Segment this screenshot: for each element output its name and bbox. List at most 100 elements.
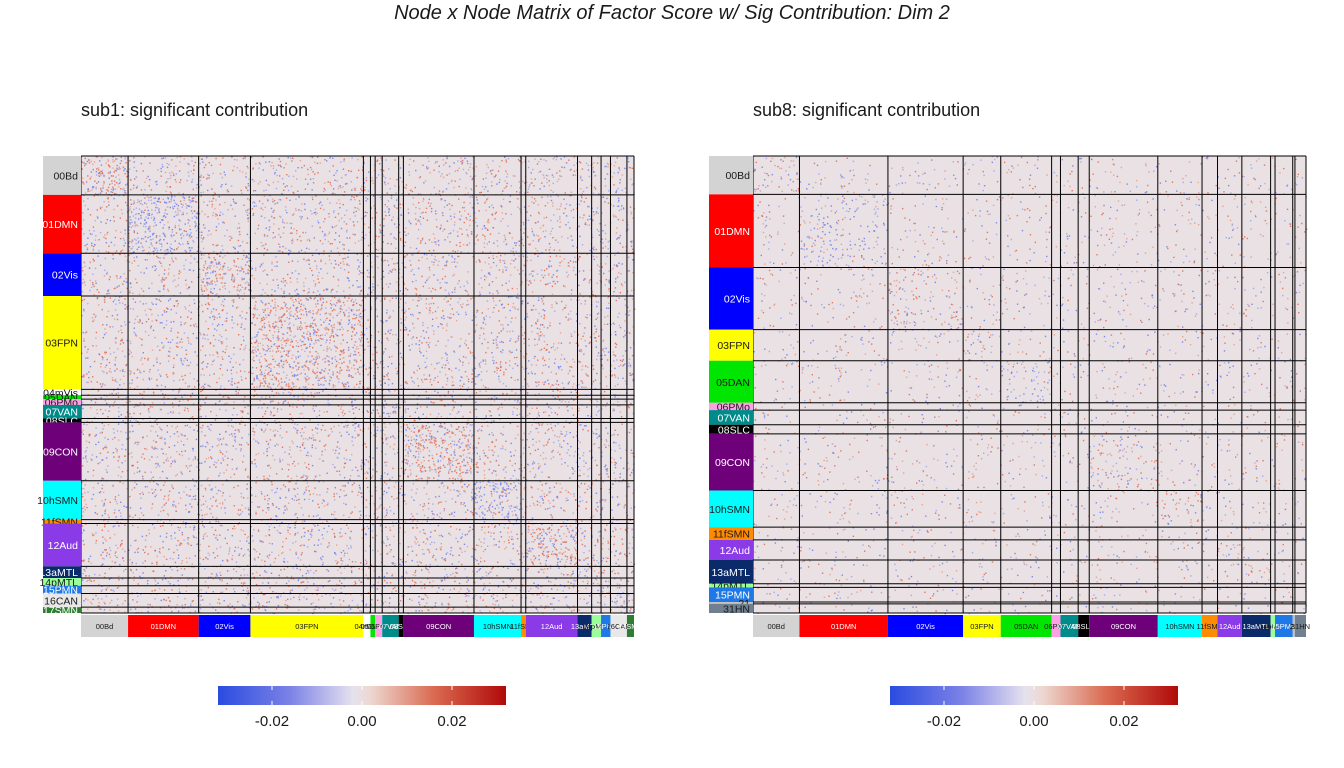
column-community-label: 12Aud — [1219, 622, 1241, 631]
column-community-band — [398, 615, 404, 637]
column-community-label: 03FPN — [970, 622, 993, 631]
column-community-label: 14pMTL — [583, 622, 611, 631]
column-community-band — [1060, 615, 1079, 637]
row-community-label: 17SMN — [43, 605, 78, 617]
column-community-label: 03FPN — [295, 622, 318, 631]
row-community-label: 03FPN — [45, 338, 78, 350]
row-community-label: 10hSMN — [709, 504, 750, 516]
column-community-band — [601, 615, 611, 637]
row-community-band — [43, 519, 81, 524]
column-community-label: 02Vis — [916, 622, 935, 631]
matrix-texture — [753, 156, 1308, 615]
row-community-band — [709, 360, 753, 403]
row-community-label: 07VAN — [46, 407, 79, 419]
column-community-band — [1292, 615, 1295, 637]
column-community-band — [753, 615, 800, 637]
row-community-band — [43, 194, 81, 254]
row-community-band — [709, 329, 753, 361]
column-community-label: 10hSMN — [483, 622, 512, 631]
row-community-band — [709, 603, 753, 613]
colorbar — [890, 686, 1178, 705]
figure-title: Node x Node Matrix of Factor Score w/ Si… — [394, 2, 950, 24]
column-community-band — [250, 615, 364, 637]
row-community-band — [709, 583, 753, 588]
column-community-band — [198, 615, 251, 637]
row-community-band — [709, 527, 753, 540]
row-community-band — [709, 156, 753, 195]
column-community-band — [626, 615, 634, 637]
panel-title-sub8: sub8: significant contribution — [753, 100, 981, 120]
column-community-label: 08SLC — [390, 622, 414, 631]
column-community-label: 13aMTL — [1242, 622, 1270, 631]
column-community-label: 21 — [1290, 622, 1298, 631]
column-community-label: 04mVis — [354, 622, 379, 631]
row-community-label: 08SLC — [718, 424, 751, 436]
column-community-label: 07VAN — [379, 622, 402, 631]
column-community-label: 00Bd — [96, 622, 114, 631]
row-community-label: 09CON — [715, 457, 750, 469]
row-community-band — [43, 404, 81, 419]
row-community-label: 01DMN — [714, 226, 750, 238]
row-community-label: 15PMN — [715, 590, 750, 602]
matrix-background — [753, 156, 1306, 613]
column-community-band — [1294, 615, 1306, 637]
row-community-label: 01DMN — [42, 219, 78, 231]
colorbar-tick-label: -0.02 — [255, 713, 289, 730]
column-community-label: 31HN — [1291, 622, 1310, 631]
column-community-label: 15PMN — [1271, 622, 1296, 631]
row-community-band — [43, 607, 81, 613]
row-community-label: 02Vis — [52, 270, 78, 282]
column-community-label: 09CON — [426, 622, 451, 631]
column-community-label: 13aMTL — [571, 622, 599, 631]
column-community-band — [403, 615, 474, 637]
matrix-texture — [81, 156, 636, 615]
row-community-band — [709, 402, 753, 411]
row-community-band — [43, 389, 81, 396]
column-community-label: 12Aud — [541, 622, 563, 631]
row-community-label: 12Aud — [48, 540, 79, 552]
row-community-label: 31HN — [723, 603, 750, 615]
column-community-label: 05DAN — [1014, 622, 1038, 631]
colorbar-tick-label: 0.02 — [1109, 713, 1138, 730]
column-community-band — [963, 615, 1001, 637]
column-community-band — [591, 615, 602, 637]
row-community-band — [709, 424, 753, 434]
column-community-label: 17SMN — [618, 622, 643, 631]
community-grid-lines — [80, 155, 635, 614]
column-community-band — [1202, 615, 1218, 637]
column-community-label: 16CAN — [607, 622, 631, 631]
column-community-band — [887, 615, 964, 637]
row-community-label: 07VAN — [718, 412, 751, 424]
heatmap-panel-sub1: 00Bd01DMN02Vis03FPN04mVis05DAN06PMo07VAN… — [37, 155, 643, 730]
row-community-label: 02Vis — [724, 294, 750, 306]
row-community-band — [709, 433, 753, 491]
column-community-band — [128, 615, 199, 637]
row-community-band — [43, 566, 81, 578]
panel-title-sub1: sub1: significant contribution — [81, 100, 309, 120]
column-community-label: 01DMN — [151, 622, 176, 631]
colorbar — [218, 686, 506, 705]
row-community-label: 05DAN — [716, 377, 750, 389]
column-community-label: 01DMN — [831, 622, 856, 631]
colorbar-tick-label: 0.00 — [1019, 713, 1048, 730]
column-community-label: 11fSMN — [510, 622, 537, 631]
column-community-label: 07VAN — [1058, 622, 1081, 631]
row-community-label: 12Aud — [720, 545, 751, 557]
colorbar-tick-label: 0.02 — [437, 713, 466, 730]
row-community-band — [43, 523, 81, 567]
row-community-band — [709, 194, 753, 268]
column-community-band — [1241, 615, 1271, 637]
column-community-band — [1078, 615, 1090, 637]
column-community-label: 10hSMN — [1165, 622, 1194, 631]
row-community-band — [43, 422, 81, 481]
row-community-band — [43, 253, 81, 297]
column-community-band — [1275, 615, 1293, 637]
row-community-label: 13aMTL — [711, 567, 750, 579]
row-community-band — [43, 480, 81, 520]
row-community-band — [709, 490, 753, 528]
row-community-label: 03FPN — [717, 340, 750, 352]
column-community-label: 02Vis — [215, 622, 234, 631]
row-community-band — [709, 410, 753, 425]
column-community-label: 08SLC — [1072, 622, 1096, 631]
column-community-band — [1157, 615, 1203, 637]
